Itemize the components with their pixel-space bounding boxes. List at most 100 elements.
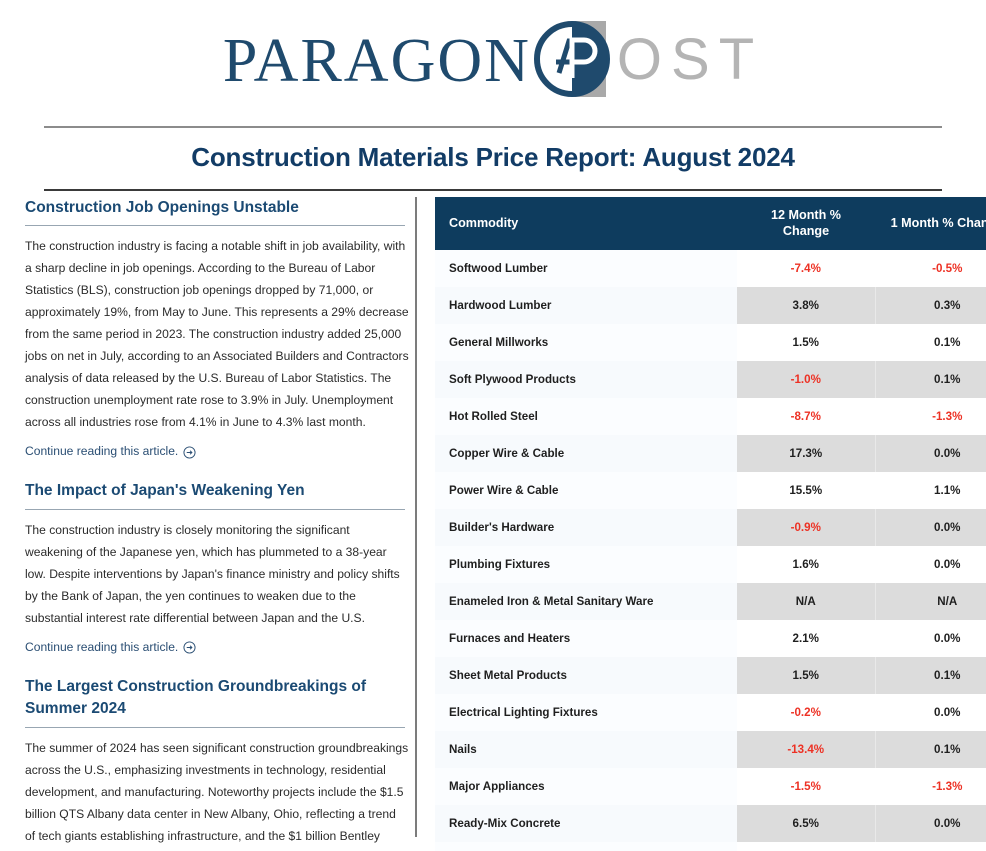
article-body: The summer of 2024 has seen significant … — [25, 740, 409, 851]
table-row: Ready-Mix Concrete 6.5% 0.0% — [435, 805, 986, 843]
cell-1-month-change: 0.1% — [874, 657, 986, 695]
cell-1-month-change: -0.7% — [874, 842, 986, 851]
cell-1-month-change: 0.0% — [874, 546, 986, 584]
article-headline: The Largest Construction Groundbreakings… — [25, 677, 367, 718]
article-divider — [25, 508, 405, 510]
table-body: Softwood Lumber -7.4% -0.5% Hardwood Lumber… — [435, 250, 986, 851]
ap-monogram-logo-icon — [529, 16, 615, 102]
table-row: General Millworks 1.5% 0.1% — [435, 324, 986, 362]
brand-name-paragon: PARAGON — [222, 27, 531, 95]
table-row: Softwood Lumber -7.4% -0.5% — [435, 250, 986, 288]
cell-1-month-change: 0.0% — [874, 694, 986, 732]
table-row: Enameled Iron & Metal Sanitary Ware N/A N/… — [435, 583, 986, 621]
cell-12-month-change: -1.0% — [737, 361, 875, 399]
continue-reading-label: Continue reading this article. — [25, 444, 179, 459]
cell-12-month-change: 15.5% — [737, 472, 875, 510]
table-header-row: Commodity 12 Month % Change 1 Month % Ch… — [435, 197, 986, 251]
cell-12-month-change: -1.5% — [737, 768, 875, 806]
continue-reading-link[interactable]: Continue reading this article. — [25, 444, 196, 459]
table-row: Plumbing Fixtures 1.6% 0.0% — [435, 546, 986, 584]
cell-commodity-name: Nails — [435, 731, 737, 769]
table-row: Builder's Hardware -0.9% 0.0% — [435, 509, 986, 547]
cell-commodity-name: Plumbing Fixtures — [435, 546, 737, 584]
article-item: Construction Job Openings Unstable The c… — [25, 197, 415, 474]
cell-1-month-change: 0.1% — [874, 361, 986, 399]
cell-commodity-name: Hot Rolled Steel — [435, 398, 737, 436]
table-row: Copper Wire & Cable 17.3% 0.0% — [435, 435, 986, 473]
arrow-right-circle-icon — [183, 446, 196, 459]
cell-commodity-name: Electrical Lighting Fixtures — [435, 694, 737, 732]
article-body: The construction industry is closely mon… — [25, 522, 400, 625]
cell-commodity-name: Furnaces and Heaters — [435, 620, 737, 658]
table-row: Nails -13.4% 0.1% — [435, 731, 986, 769]
masthead-rule-upper — [44, 126, 942, 128]
cell-1-month-change: 0.3% — [874, 287, 986, 325]
table-row: Asphalt Roofing & Siding2.0%-0.7% — [435, 842, 986, 851]
cell-1-month-change: 0.1% — [874, 324, 986, 362]
article-headline: The Impact of Japan's Weakening Yen — [25, 482, 305, 500]
cell-commodity-name: Major Appliances — [435, 768, 737, 806]
content-area: Construction Job Openings Unstable The c… — [0, 191, 986, 851]
cell-1-month-change: 0.1% — [874, 731, 986, 769]
table-row: Furnaces and Heaters 2.1% 0.0% — [435, 620, 986, 658]
cell-12-month-change: 1.5% — [737, 657, 875, 695]
cell-12-month-change: -13.4% — [737, 731, 875, 769]
cell-12-month-change: -0.9% — [737, 509, 875, 547]
continue-reading-link[interactable]: Continue reading this article. — [25, 640, 196, 654]
table-row: Hardwood Lumber 3.8% 0.3% — [435, 287, 986, 325]
cell-1-month-change: 0.0% — [874, 509, 986, 547]
cell-commodity-name: Asphalt Roofing & Siding — [435, 842, 737, 851]
cell-commodity-name: Builder's Hardware — [435, 509, 737, 547]
continue-reading-label: Continue reading this article. — [25, 639, 179, 654]
cell-1-month-change: 0.0% — [874, 435, 986, 473]
commodity-price-table: Commodity 12 Month % Change 1 Month % Ch… — [435, 197, 986, 851]
article-headline: Construction Job Openings Unstable — [25, 199, 299, 216]
cell-12-month-change: 17.3% — [737, 435, 875, 473]
cell-12-month-change: 6.5% — [737, 805, 875, 843]
cell-commodity-name: Softwood Lumber — [435, 250, 737, 288]
cell-1-month-change: 1.1% — [874, 472, 986, 510]
column-header-1-month-change[interactable]: 1 Month % Change — [875, 197, 986, 251]
cell-commodity-name: General Millworks — [435, 324, 737, 362]
article-body: The construction industry is facing a no… — [25, 239, 409, 430]
article-divider — [25, 225, 405, 227]
cell-12-month-change: -8.7% — [737, 398, 875, 436]
cell-12-month-change: 3.8% — [737, 287, 875, 325]
cell-1-month-change: 0.0% — [874, 805, 986, 843]
cell-12-month-change: N/A — [737, 583, 875, 621]
table-row: Major Appliances -1.5% -1.3% — [435, 768, 986, 806]
table-row: Sheet Metal Products 1.5% 0.1% — [435, 657, 986, 695]
table-row: Hot Rolled Steel -8.7% -1.3% — [435, 398, 986, 436]
cell-1-month-change: -1.3% — [874, 768, 986, 806]
cell-commodity-name: Soft Plywood Products — [435, 361, 737, 399]
cell-1-month-change: 0.0% — [874, 620, 986, 658]
cell-12-month-change: 1.5% — [737, 324, 875, 362]
column-header-commodity[interactable]: Commodity — [435, 197, 737, 251]
article-item: The Impact of Japan's Weakening Yen The … — [25, 480, 415, 669]
masthead-rule-lower — [44, 189, 942, 191]
cell-12-month-change: 1.6% — [737, 546, 875, 584]
site-logo[interactable]: PARAGON OST — [223, 16, 763, 102]
brand-name-ost: OST — [616, 27, 764, 92]
column-header-12-month-change[interactable]: 12 Month % Change — [737, 197, 875, 251]
cell-12-month-change: -0.2% — [737, 694, 875, 732]
cell-1-month-change: -0.5% — [874, 250, 986, 288]
masthead: PARAGON OST — [0, 0, 986, 118]
articles-column: Construction Job Openings Unstable The c… — [0, 191, 415, 851]
arrow-right-circle-icon — [183, 641, 196, 654]
table-row: Electrical Lighting Fixtures -0.2% 0.0% — [435, 694, 986, 732]
cell-commodity-name: Hardwood Lumber — [435, 287, 737, 325]
column-divider — [415, 197, 417, 837]
cell-commodity-name: Power Wire & Cable — [435, 472, 737, 510]
cell-12-month-change: -7.4% — [737, 250, 875, 288]
cell-12-month-change: 2.1% — [737, 620, 875, 658]
price-table-column: Commodity 12 Month % Change 1 Month % Ch… — [417, 191, 986, 851]
table-row: Power Wire & Cable 15.5% 1.1% — [435, 472, 986, 510]
cell-commodity-name: Sheet Metal Products — [435, 657, 737, 695]
table-row: Soft Plywood Products -1.0% 0.1% — [435, 361, 986, 399]
table-header: Commodity 12 Month % Change 1 Month % Ch… — [435, 197, 986, 251]
cell-12-month-change: 2.0% — [737, 842, 875, 851]
cell-1-month-change: -1.3% — [874, 398, 986, 436]
cell-commodity-name: Enameled Iron & Metal Sanitary Ware — [435, 583, 737, 621]
article-item: The Largest Construction Groundbreakings… — [25, 676, 415, 851]
